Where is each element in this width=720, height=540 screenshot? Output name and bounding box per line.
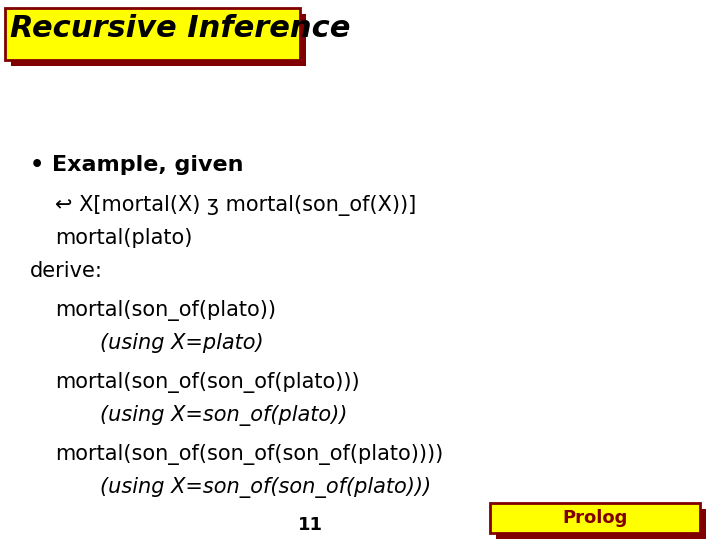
Text: ↩ X[mortal(X) ʒ mortal(son_of(X))]: ↩ X[mortal(X) ʒ mortal(son_of(X))] xyxy=(55,195,416,216)
Text: Recursive Inference: Recursive Inference xyxy=(10,14,351,43)
Text: mortal(son_of(son_of(son_of(plato)))): mortal(son_of(son_of(son_of(plato)))) xyxy=(55,444,444,465)
Text: (using X=son_of(son_of(plato))): (using X=son_of(son_of(plato))) xyxy=(100,477,431,498)
Text: (using X=son_of(plato)): (using X=son_of(plato)) xyxy=(100,405,347,426)
Bar xyxy=(5,8,300,60)
Text: Prolog: Prolog xyxy=(562,509,628,527)
Bar xyxy=(11,14,306,66)
Text: mortal(plato): mortal(plato) xyxy=(55,228,192,248)
Text: mortal(son_of(son_of(plato))): mortal(son_of(son_of(plato))) xyxy=(55,372,359,393)
Text: 11: 11 xyxy=(297,516,323,534)
Bar xyxy=(490,503,700,533)
Bar xyxy=(496,509,706,539)
Text: mortal(son_of(plato)): mortal(son_of(plato)) xyxy=(55,300,276,321)
Text: derive:: derive: xyxy=(30,261,103,281)
Text: • Example, given: • Example, given xyxy=(30,155,243,175)
Text: (using X=plato): (using X=plato) xyxy=(100,333,264,353)
